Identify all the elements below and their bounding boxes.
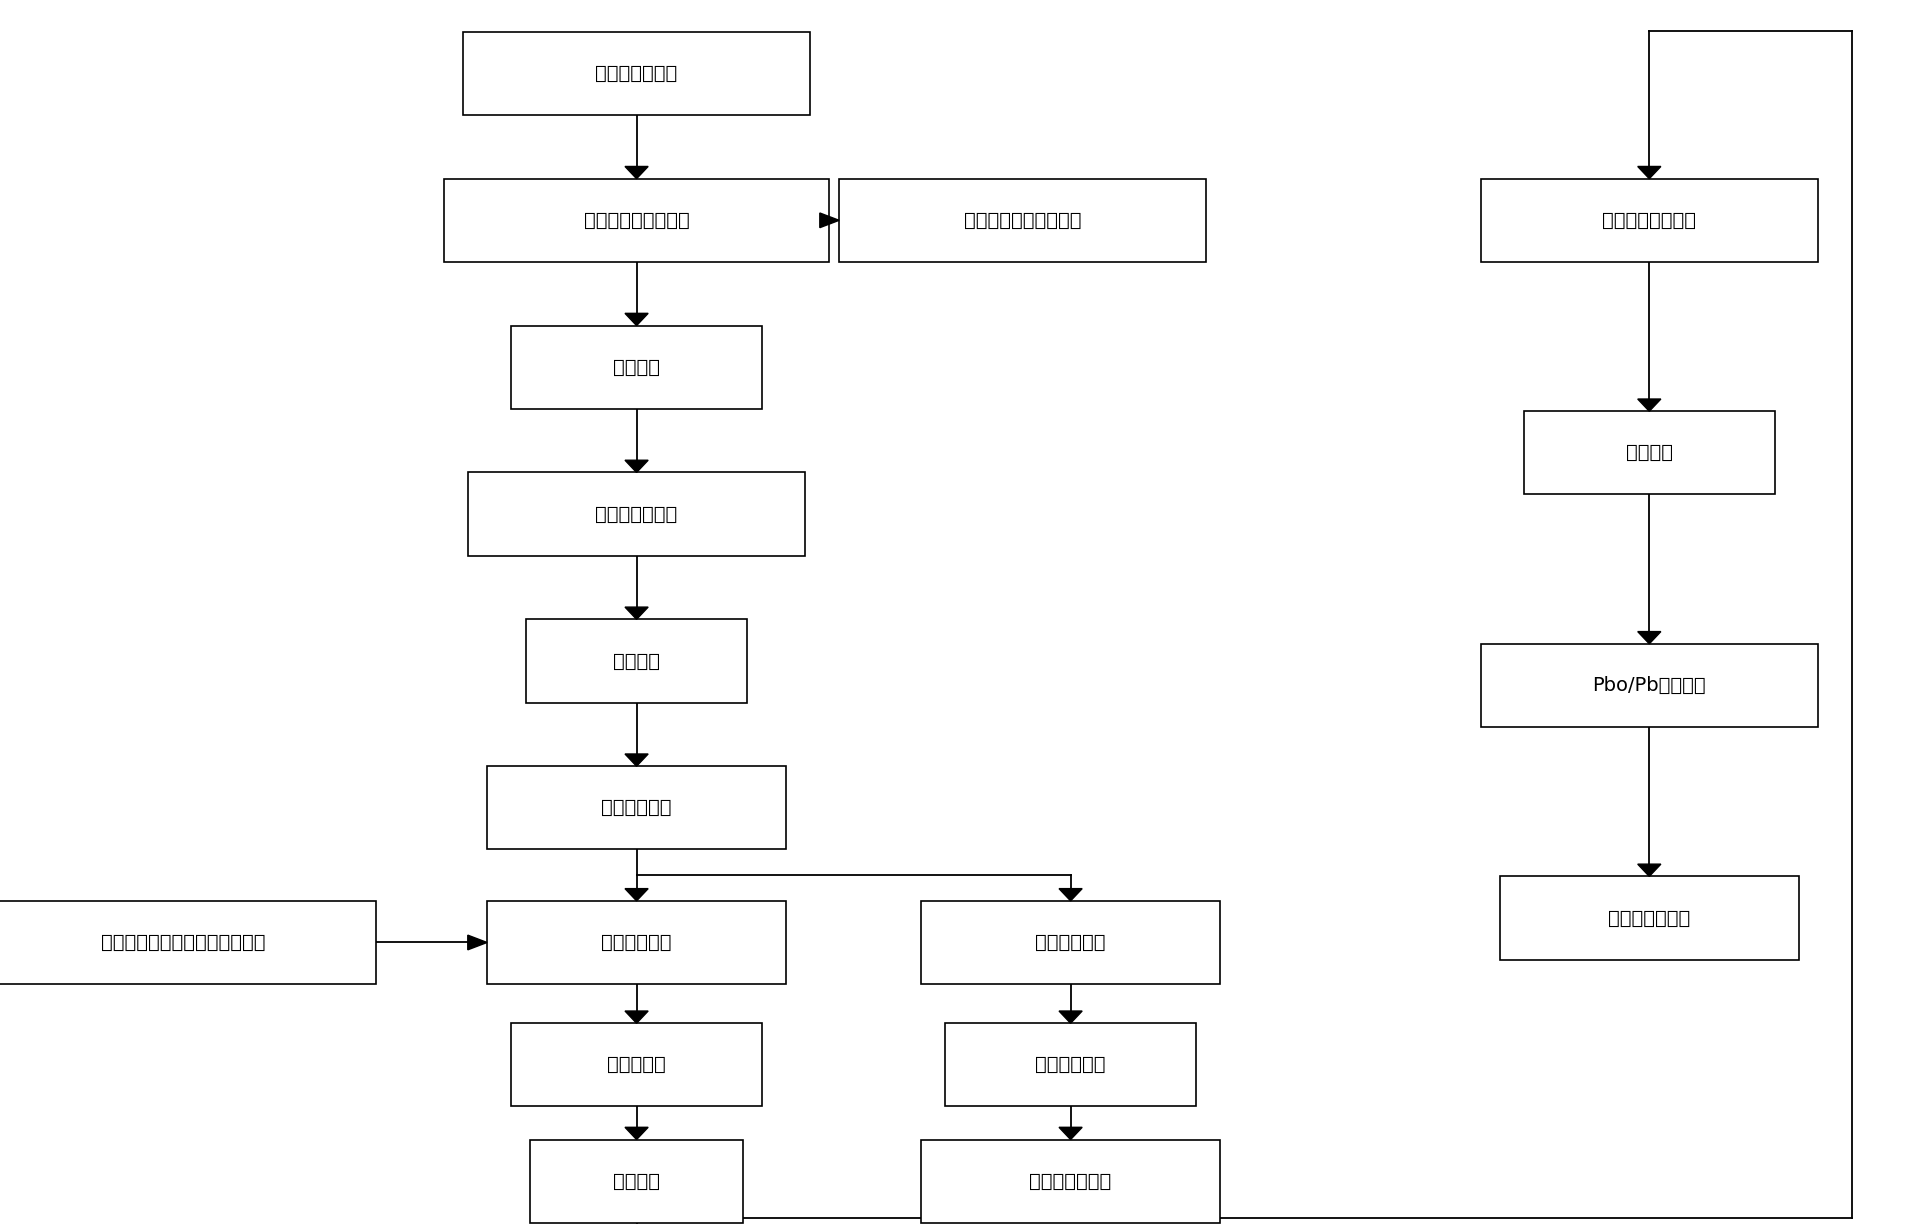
FancyBboxPatch shape: [945, 1023, 1196, 1106]
Polygon shape: [820, 213, 839, 228]
Polygon shape: [1638, 864, 1661, 876]
FancyBboxPatch shape: [530, 1140, 743, 1223]
Text: 废旧电池充满电: 废旧电池充满电: [596, 64, 677, 83]
Text: 回收铅粉产品: 回收铅粉产品: [1036, 1055, 1105, 1075]
Text: 回收负板栅、正极板等: 回收负板栅、正极板等: [964, 211, 1080, 230]
FancyBboxPatch shape: [463, 32, 810, 115]
Text: 机械拆解或破碎分选: 机械拆解或破碎分选: [584, 211, 689, 230]
Polygon shape: [1059, 1011, 1082, 1023]
Polygon shape: [625, 1011, 648, 1023]
Polygon shape: [467, 935, 486, 950]
FancyBboxPatch shape: [1481, 179, 1817, 262]
FancyBboxPatch shape: [444, 179, 829, 262]
Text: 常温湿法反应: 常温湿法反应: [602, 933, 671, 952]
FancyBboxPatch shape: [486, 901, 787, 984]
Text: 负极铅膏: 负极铅膏: [613, 357, 660, 377]
Text: 配置柠檬酸和柠檬酸盐的水溶液: 配置柠檬酸和柠檬酸盐的水溶液: [100, 933, 266, 952]
FancyBboxPatch shape: [1481, 644, 1817, 727]
Polygon shape: [625, 313, 648, 326]
Text: 干法球磨粉碎: 干法球磨粉碎: [1036, 933, 1105, 952]
Text: 真空或隧道烘干: 真空或隧道烘干: [596, 504, 677, 524]
FancyBboxPatch shape: [511, 1023, 762, 1106]
Text: 低温烧结: 低温烧结: [1626, 443, 1672, 463]
Polygon shape: [1638, 632, 1661, 644]
Polygon shape: [1059, 1127, 1082, 1140]
Text: 研磨粉碎: 研磨粉碎: [613, 651, 660, 671]
Polygon shape: [625, 607, 648, 619]
Polygon shape: [1059, 889, 1082, 901]
Text: 离心、过滤或二燥: 离心、过滤或二燥: [1603, 211, 1696, 230]
FancyBboxPatch shape: [469, 472, 806, 556]
Text: 前驱混合物: 前驱混合物: [608, 1055, 666, 1075]
Text: 高温高湿处理: 高温高湿处理: [602, 798, 671, 818]
Polygon shape: [1638, 166, 1661, 179]
FancyBboxPatch shape: [839, 179, 1206, 262]
FancyBboxPatch shape: [525, 619, 748, 703]
Polygon shape: [625, 166, 648, 179]
Text: Pbo/Pb混合粉末: Pbo/Pb混合粉末: [1593, 676, 1705, 695]
Polygon shape: [625, 889, 648, 901]
FancyBboxPatch shape: [486, 766, 787, 849]
Polygon shape: [1638, 399, 1661, 411]
FancyBboxPatch shape: [0, 901, 376, 984]
FancyBboxPatch shape: [1501, 876, 1798, 960]
Text: 电池负极板生产: 电池负极板生产: [1030, 1171, 1111, 1191]
Text: 电池负极板生产: 电池负极板生产: [1609, 908, 1690, 928]
FancyBboxPatch shape: [511, 326, 762, 409]
FancyBboxPatch shape: [922, 901, 1221, 984]
Polygon shape: [625, 1127, 648, 1140]
Text: 纯水淋洗: 纯水淋洗: [613, 1171, 660, 1191]
FancyBboxPatch shape: [1524, 411, 1775, 494]
Polygon shape: [625, 460, 648, 472]
FancyBboxPatch shape: [922, 1140, 1221, 1223]
Polygon shape: [625, 754, 648, 766]
